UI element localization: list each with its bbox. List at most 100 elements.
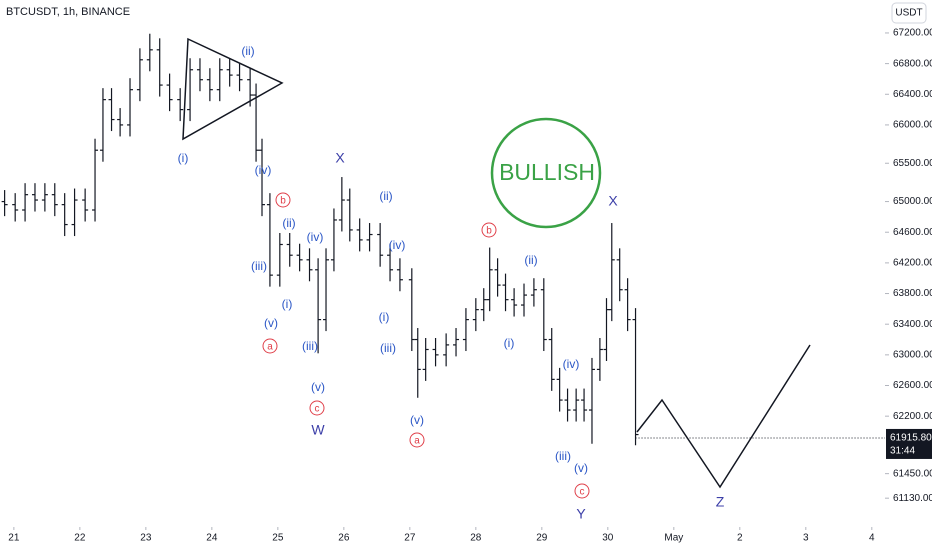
ohlc-bar: [366, 223, 373, 252]
ohlc-bar: [408, 268, 415, 352]
ohlc-bar: [127, 78, 134, 137]
wave-circle: [409, 432, 425, 448]
ohlc-bar: [226, 58, 233, 87]
ohlc-bar: [31, 183, 38, 212]
ohlc-bar: [253, 83, 260, 162]
ohlc-bar: [414, 328, 421, 398]
ohlc-bar: [338, 177, 345, 232]
ohlc-bar: [206, 68, 213, 102]
ohlc-bar: [396, 258, 403, 292]
wave-label: (iv): [389, 238, 406, 252]
y-tick-label: 64200.00: [893, 258, 932, 269]
x-tick-label: 28: [470, 533, 482, 544]
wave-circle: [275, 192, 291, 208]
y-tick-label: 63400.00: [893, 319, 932, 330]
ohlc-bar: [564, 388, 571, 422]
ohlc-bar: [432, 337, 439, 367]
wave-label: (iii): [302, 339, 318, 353]
ohlc-bar: [377, 223, 384, 267]
currency-label[interactable]: USDT: [895, 8, 922, 19]
ohlc-bar: [286, 232, 293, 267]
wave-label: (v): [410, 413, 424, 427]
ohlc-bar: [486, 247, 493, 312]
wave-label: (v): [264, 316, 278, 330]
x-tick-label: 30: [602, 533, 614, 544]
wave-label: (v): [574, 461, 588, 475]
ohlc-bar: [259, 138, 266, 217]
ohlc-bar: [346, 188, 353, 242]
ohlc-bar: [236, 63, 243, 92]
badge-circle: [490, 117, 602, 229]
ohlc-bar: [480, 288, 487, 322]
y-tick-label: 67200.00: [893, 28, 932, 39]
ohlc-bar: [187, 58, 194, 122]
ohlc-bar: [117, 108, 124, 137]
wave-label: (iii): [555, 449, 571, 463]
ohlc-bar: [247, 68, 254, 107]
ohlc-bar: [596, 337, 603, 381]
x-tick-label: 26: [338, 533, 350, 544]
ohlc-bar: [624, 278, 631, 332]
ohlc-bar: [540, 278, 547, 352]
ohlc-bar: [166, 73, 173, 112]
wave-label: (i): [178, 151, 189, 165]
ohlc-bar: [22, 183, 29, 222]
wave-label: a: [267, 342, 273, 353]
ohlc-bar: [41, 183, 48, 212]
x-tick-label: 23: [140, 533, 152, 544]
y-tick-label: 62600.00: [893, 380, 932, 391]
ohlc-bar: [216, 58, 223, 102]
ohlc-bar: [462, 308, 469, 352]
wave-circle: [309, 400, 325, 416]
y-tick-label: 65500.00: [893, 158, 932, 169]
last-price-label: 61915.80: [890, 433, 932, 444]
wave-label: a: [414, 436, 420, 447]
countdown-label: 31:44: [890, 446, 915, 457]
wave-label: c: [315, 404, 320, 415]
ohlc-bar: [196, 58, 203, 92]
chart-title: BTCUSDT, 1h, BINANCE: [6, 6, 130, 18]
ohlc-bar: [521, 283, 528, 317]
ohlc-bar: [146, 33, 153, 72]
ohlc-bar: [608, 223, 615, 322]
wave-circle: [574, 483, 590, 499]
ohlc-bar: [548, 328, 555, 391]
ohlc-bar: [177, 88, 184, 122]
wave-circle: [481, 222, 497, 238]
x-tick-label: May: [664, 533, 683, 544]
x-tick-label: 25: [272, 533, 284, 544]
ohlc-bar: [71, 188, 78, 237]
ohlc-bar: [266, 193, 273, 287]
wave-label: (iv): [307, 230, 324, 244]
ohlc-bar: [108, 88, 115, 132]
ohlc-bar: [12, 193, 19, 222]
wave-label: (i): [379, 310, 390, 324]
wave-label: (iii): [251, 259, 267, 273]
ohlc-bar: [472, 298, 479, 332]
ohlc-bar: [315, 258, 322, 354]
wave-label: (iii): [380, 341, 396, 355]
triangle-pattern: [182, 37, 284, 141]
wave-label: b: [280, 196, 286, 207]
ohlc-bar: [511, 288, 518, 317]
y-tick-label: 63800.00: [893, 288, 932, 299]
wave-label: (v): [311, 380, 325, 394]
ohlc-bar: [443, 333, 450, 367]
ohlc-bar: [61, 193, 68, 237]
y-tick-label: 62200.00: [893, 411, 932, 422]
wave-label: b: [486, 226, 492, 237]
y-tick-label: 65000.00: [893, 196, 932, 207]
ohlc-bar: [556, 367, 563, 412]
ohlc-bar: [296, 243, 303, 272]
y-tick-label: 66800.00: [893, 58, 932, 69]
wave-circle: [262, 338, 278, 354]
last-price-box: [886, 428, 932, 459]
currency-box[interactable]: [891, 2, 927, 24]
y-tick-label: 63000.00: [893, 349, 932, 360]
ohlc-bar: [330, 208, 337, 272]
badge-text: BULLISH: [499, 159, 595, 185]
ohlc-bar: [276, 232, 283, 287]
x-tick-label: 24: [206, 533, 218, 544]
